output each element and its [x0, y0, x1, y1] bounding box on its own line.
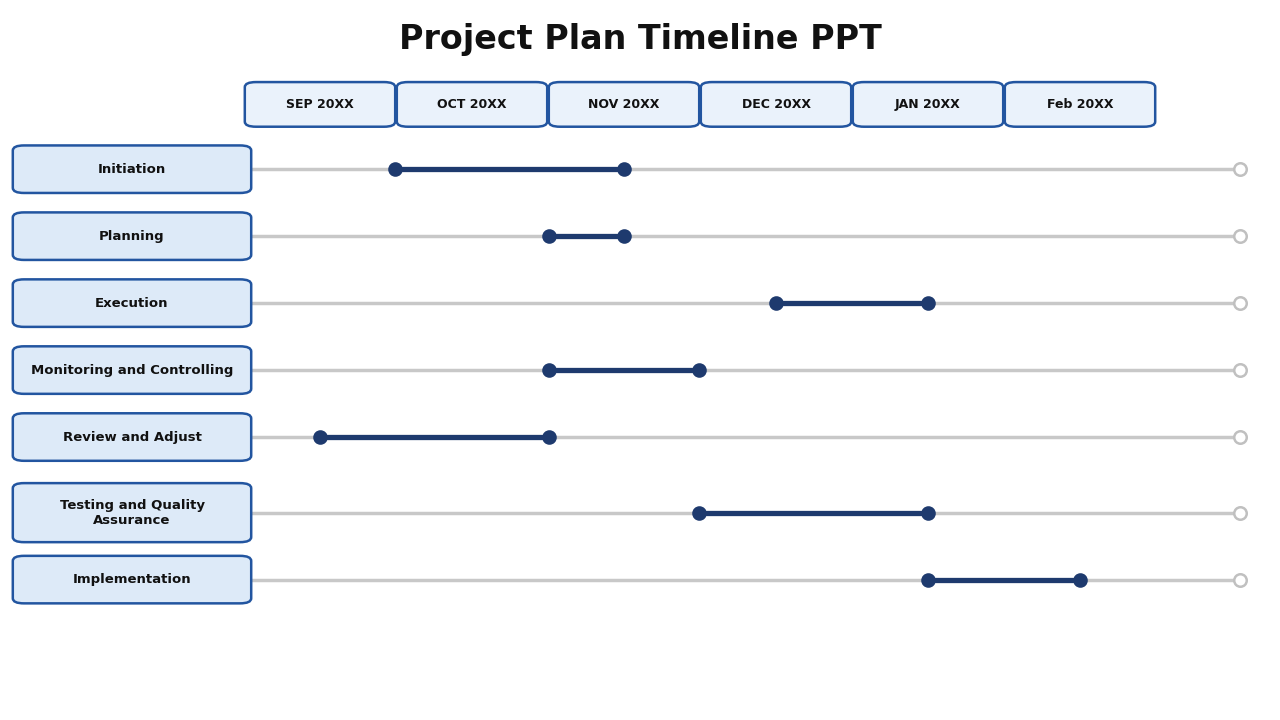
FancyBboxPatch shape: [13, 483, 251, 542]
Text: Initiation: Initiation: [97, 163, 166, 176]
Text: DEC 20XX: DEC 20XX: [741, 98, 810, 111]
FancyBboxPatch shape: [13, 212, 251, 260]
Text: Monitoring and Controlling: Monitoring and Controlling: [31, 364, 233, 377]
FancyBboxPatch shape: [13, 556, 251, 603]
FancyBboxPatch shape: [13, 413, 251, 461]
Text: SEP 20XX: SEP 20XX: [287, 98, 353, 111]
FancyBboxPatch shape: [549, 82, 699, 127]
FancyBboxPatch shape: [852, 82, 1004, 127]
FancyBboxPatch shape: [244, 82, 396, 127]
Text: Planning: Planning: [99, 230, 165, 243]
Text: Implementation: Implementation: [73, 573, 191, 586]
FancyBboxPatch shape: [700, 82, 851, 127]
FancyBboxPatch shape: [13, 145, 251, 193]
Text: Feb 20XX: Feb 20XX: [1047, 98, 1114, 111]
FancyBboxPatch shape: [13, 346, 251, 394]
FancyBboxPatch shape: [1005, 82, 1156, 127]
Text: Testing and Quality
Assurance: Testing and Quality Assurance: [59, 499, 205, 526]
Text: Review and Adjust: Review and Adjust: [63, 431, 201, 444]
Text: JAN 20XX: JAN 20XX: [895, 98, 961, 111]
FancyBboxPatch shape: [397, 82, 548, 127]
FancyBboxPatch shape: [13, 279, 251, 327]
Text: NOV 20XX: NOV 20XX: [589, 98, 659, 111]
Text: Execution: Execution: [95, 297, 169, 310]
Text: OCT 20XX: OCT 20XX: [438, 98, 507, 111]
Text: Project Plan Timeline PPT: Project Plan Timeline PPT: [398, 23, 882, 56]
